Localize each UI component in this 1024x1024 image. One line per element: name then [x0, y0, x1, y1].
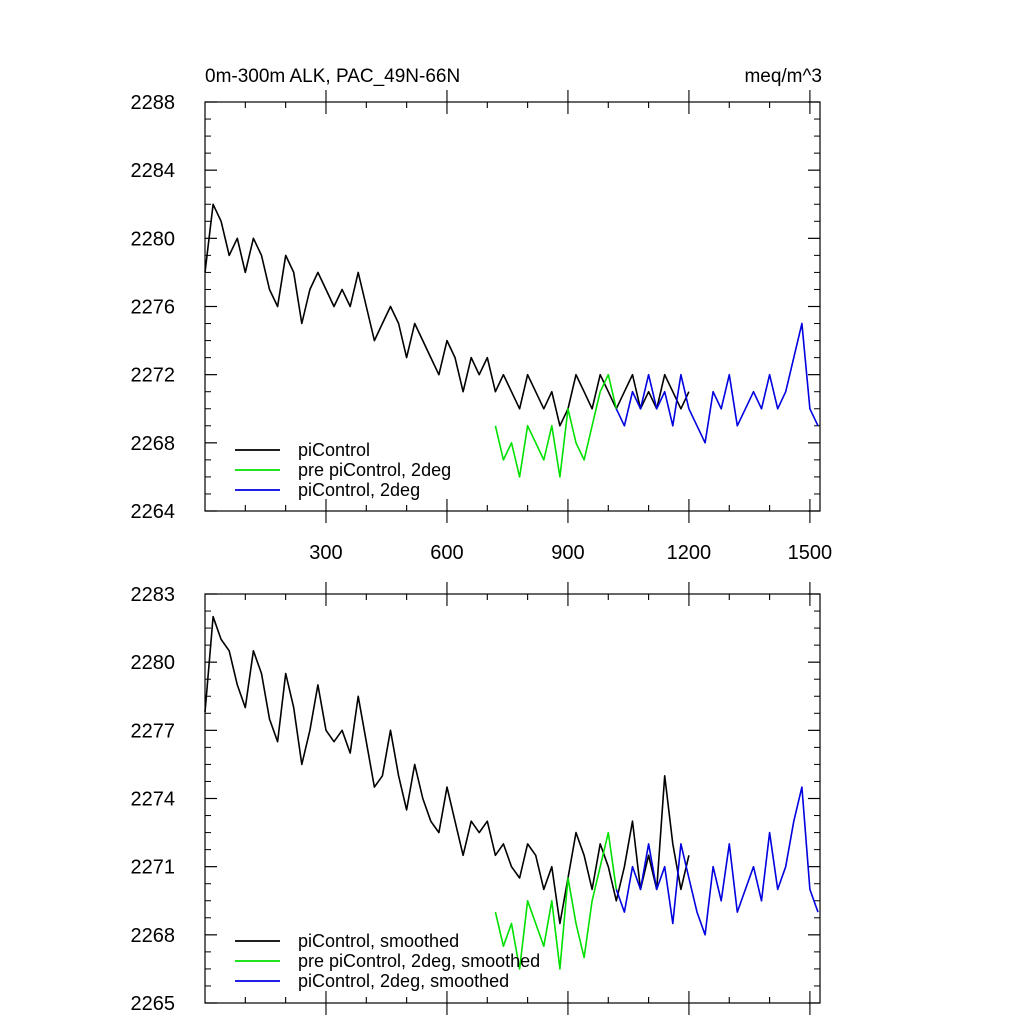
series-line-1 — [494, 831, 618, 970]
x-tick-label: 1200 — [667, 542, 712, 564]
bottom-panel: 2265 2268 2271 2274 2277 2280 2283 piControl, … — [131, 582, 821, 1015]
top-panel-series — [204, 203, 819, 478]
y-tick-label: 2274 — [131, 789, 176, 811]
legend-label: pre piControl, 2deg, smoothed — [298, 951, 540, 971]
y-tick-label: 2264 — [131, 501, 176, 523]
top-panel-axes: 2264 2268 2272 2276 2280 2284 2288 300 600 900 120… — [131, 90, 833, 564]
y-tick-label: 2277 — [131, 720, 176, 742]
series-line-0 — [204, 615, 690, 925]
x-tick-label: 600 — [430, 542, 463, 564]
x-tick-label: 900 — [551, 542, 584, 564]
y-tick-label: 2271 — [131, 857, 176, 879]
legend-label: piControl, smoothed — [298, 931, 459, 951]
y-tick-label: 2280 — [131, 228, 176, 250]
y-tick-label: 2272 — [131, 365, 176, 387]
top-panel-units: meq/m^3 — [744, 66, 822, 87]
y-tick-label: 2268 — [131, 433, 176, 455]
legend-label: piControl, 2deg, smoothed — [298, 971, 509, 991]
y-tick-label: 2283 — [131, 584, 176, 606]
y-tick-label: 2268 — [131, 925, 176, 947]
y-tick-label: 2284 — [131, 160, 176, 182]
bottom-panel-axes: 2265 2268 2271 2274 2277 2280 2283 — [131, 582, 821, 1015]
top-panel-title: 0m-300m ALK, PAC_49N-66N — [205, 66, 460, 87]
y-tick-label: 2288 — [131, 92, 176, 114]
top-panel: 0m-300m ALK, PAC_49N-66N meq/m^3 2264226… — [131, 66, 833, 564]
bottom-panel-series — [204, 615, 819, 970]
legend-label: piControl — [298, 440, 370, 460]
legend-label: pre piControl, 2deg — [298, 460, 451, 480]
y-tick-label: 2280 — [131, 652, 176, 674]
y-tick-label: 2265 — [131, 993, 176, 1015]
y-tick-label: 2276 — [131, 297, 176, 319]
series-line-2 — [615, 786, 819, 936]
legend-label: piControl, 2deg — [298, 480, 420, 500]
x-tick-label: 300 — [309, 542, 342, 564]
series-line-2 — [615, 322, 819, 444]
series-line-1 — [494, 373, 618, 478]
series-line-0 — [204, 203, 690, 427]
x-tick-label: 1500 — [788, 542, 833, 564]
